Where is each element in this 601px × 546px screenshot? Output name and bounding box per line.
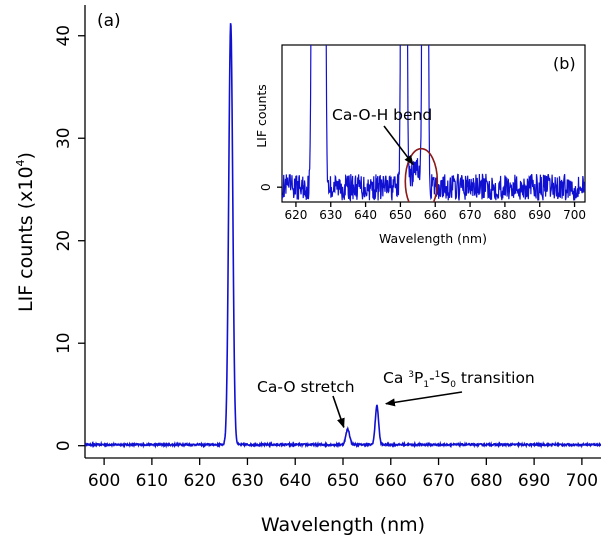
annotation-p: P [414, 369, 423, 387]
x-tick-label: 670 [459, 208, 482, 222]
arrow-ca-transition [384, 391, 463, 407]
x-tick-label: 690 [518, 471, 550, 491]
x-tick-label: 630 [319, 208, 342, 222]
x-tick-label: 670 [422, 471, 454, 491]
annotation-ca-transition-suffix: transition [456, 369, 535, 387]
annotation-sup-1: 1 [435, 370, 441, 380]
arrow-ca-o-h-bend [383, 125, 414, 166]
main-y-axis-title-prefix: LIF counts (x10 [15, 166, 37, 312]
y-tick-label: 0 [54, 440, 74, 451]
x-tick-label: 700 [566, 471, 598, 491]
main-spectrum-line [85, 23, 601, 449]
main-y-axis-title-exponent: 4 [14, 159, 27, 166]
x-tick-label: 630 [231, 471, 263, 491]
x-tick-label: 660 [375, 471, 407, 491]
y-tick-label: 20 [54, 230, 74, 252]
annotation-sup-3: 3 [408, 370, 414, 380]
inset-panel-label: (b) [553, 54, 576, 73]
x-tick-label: 610 [136, 471, 168, 491]
inset-panel: 620 630 640 650 660 670 680 690 700 0 (b) Wavele… [254, 44, 586, 246]
y-tick-label: 30 [54, 127, 74, 149]
x-tick-label: 680 [493, 208, 516, 222]
inset-spectrum-line [282, 45, 585, 202]
inset-y-axis-title: LIF counts [254, 84, 269, 148]
y-tick-label: 10 [54, 332, 74, 354]
x-tick-label: 660 [424, 208, 447, 222]
x-tick-label: 680 [470, 471, 502, 491]
inset-y-ticks: 0 [259, 183, 282, 191]
main-x-axis-title: Wavelength (nm) [261, 514, 425, 536]
annotation-s: S [440, 369, 450, 387]
inset-highlight-circle [404, 147, 439, 202]
main-y-axis-title: LIF counts (x104) [14, 152, 37, 312]
annotation-sub-0: 0 [450, 380, 456, 390]
x-tick-label: 650 [327, 471, 359, 491]
main-panel-label: (a) [97, 11, 121, 31]
annotation-dash: - [429, 369, 435, 387]
main-panel: 600 610 620 630 640 650 660 670 680 690 700 010203… [14, 5, 601, 536]
x-tick-label: 620 [284, 208, 307, 222]
y-tick-label: 40 [54, 25, 74, 47]
x-tick-label: 640 [279, 471, 311, 491]
x-tick-label: 700 [563, 208, 586, 222]
x-tick-label: 650 [389, 208, 412, 222]
x-tick-label: 640 [354, 208, 377, 222]
annotation-ca-transition-prefix: Ca [383, 369, 408, 387]
annotation-ca-o-stretch: Ca-O stretch [257, 378, 355, 396]
x-tick-label: 600 [88, 471, 120, 491]
main-y-ticks: 0 10 20 30 40 [54, 25, 85, 451]
x-tick-label: 690 [528, 208, 551, 222]
annotation-sub-1: 1 [423, 380, 429, 390]
main-y-axis-title-suffix: ) [15, 152, 37, 159]
inset-frame [281, 44, 586, 203]
annotation-ca-o-h-bend: Ca-O-H bend [332, 106, 432, 124]
inset-x-axis-title: Wavelength (nm) [379, 231, 487, 246]
arrow-ca-o-stretch [332, 395, 345, 429]
y-tick-label: 0 [259, 183, 273, 191]
main-x-ticks: 600 610 620 630 640 650 660 670 680 690 700 [88, 458, 598, 491]
inset-x-ticks: 620 630 640 650 660 670 680 690 700 [284, 202, 586, 222]
annotation-ca-transition: Ca 3P1-1S0 transition [383, 369, 535, 390]
x-tick-label: 620 [183, 471, 215, 491]
